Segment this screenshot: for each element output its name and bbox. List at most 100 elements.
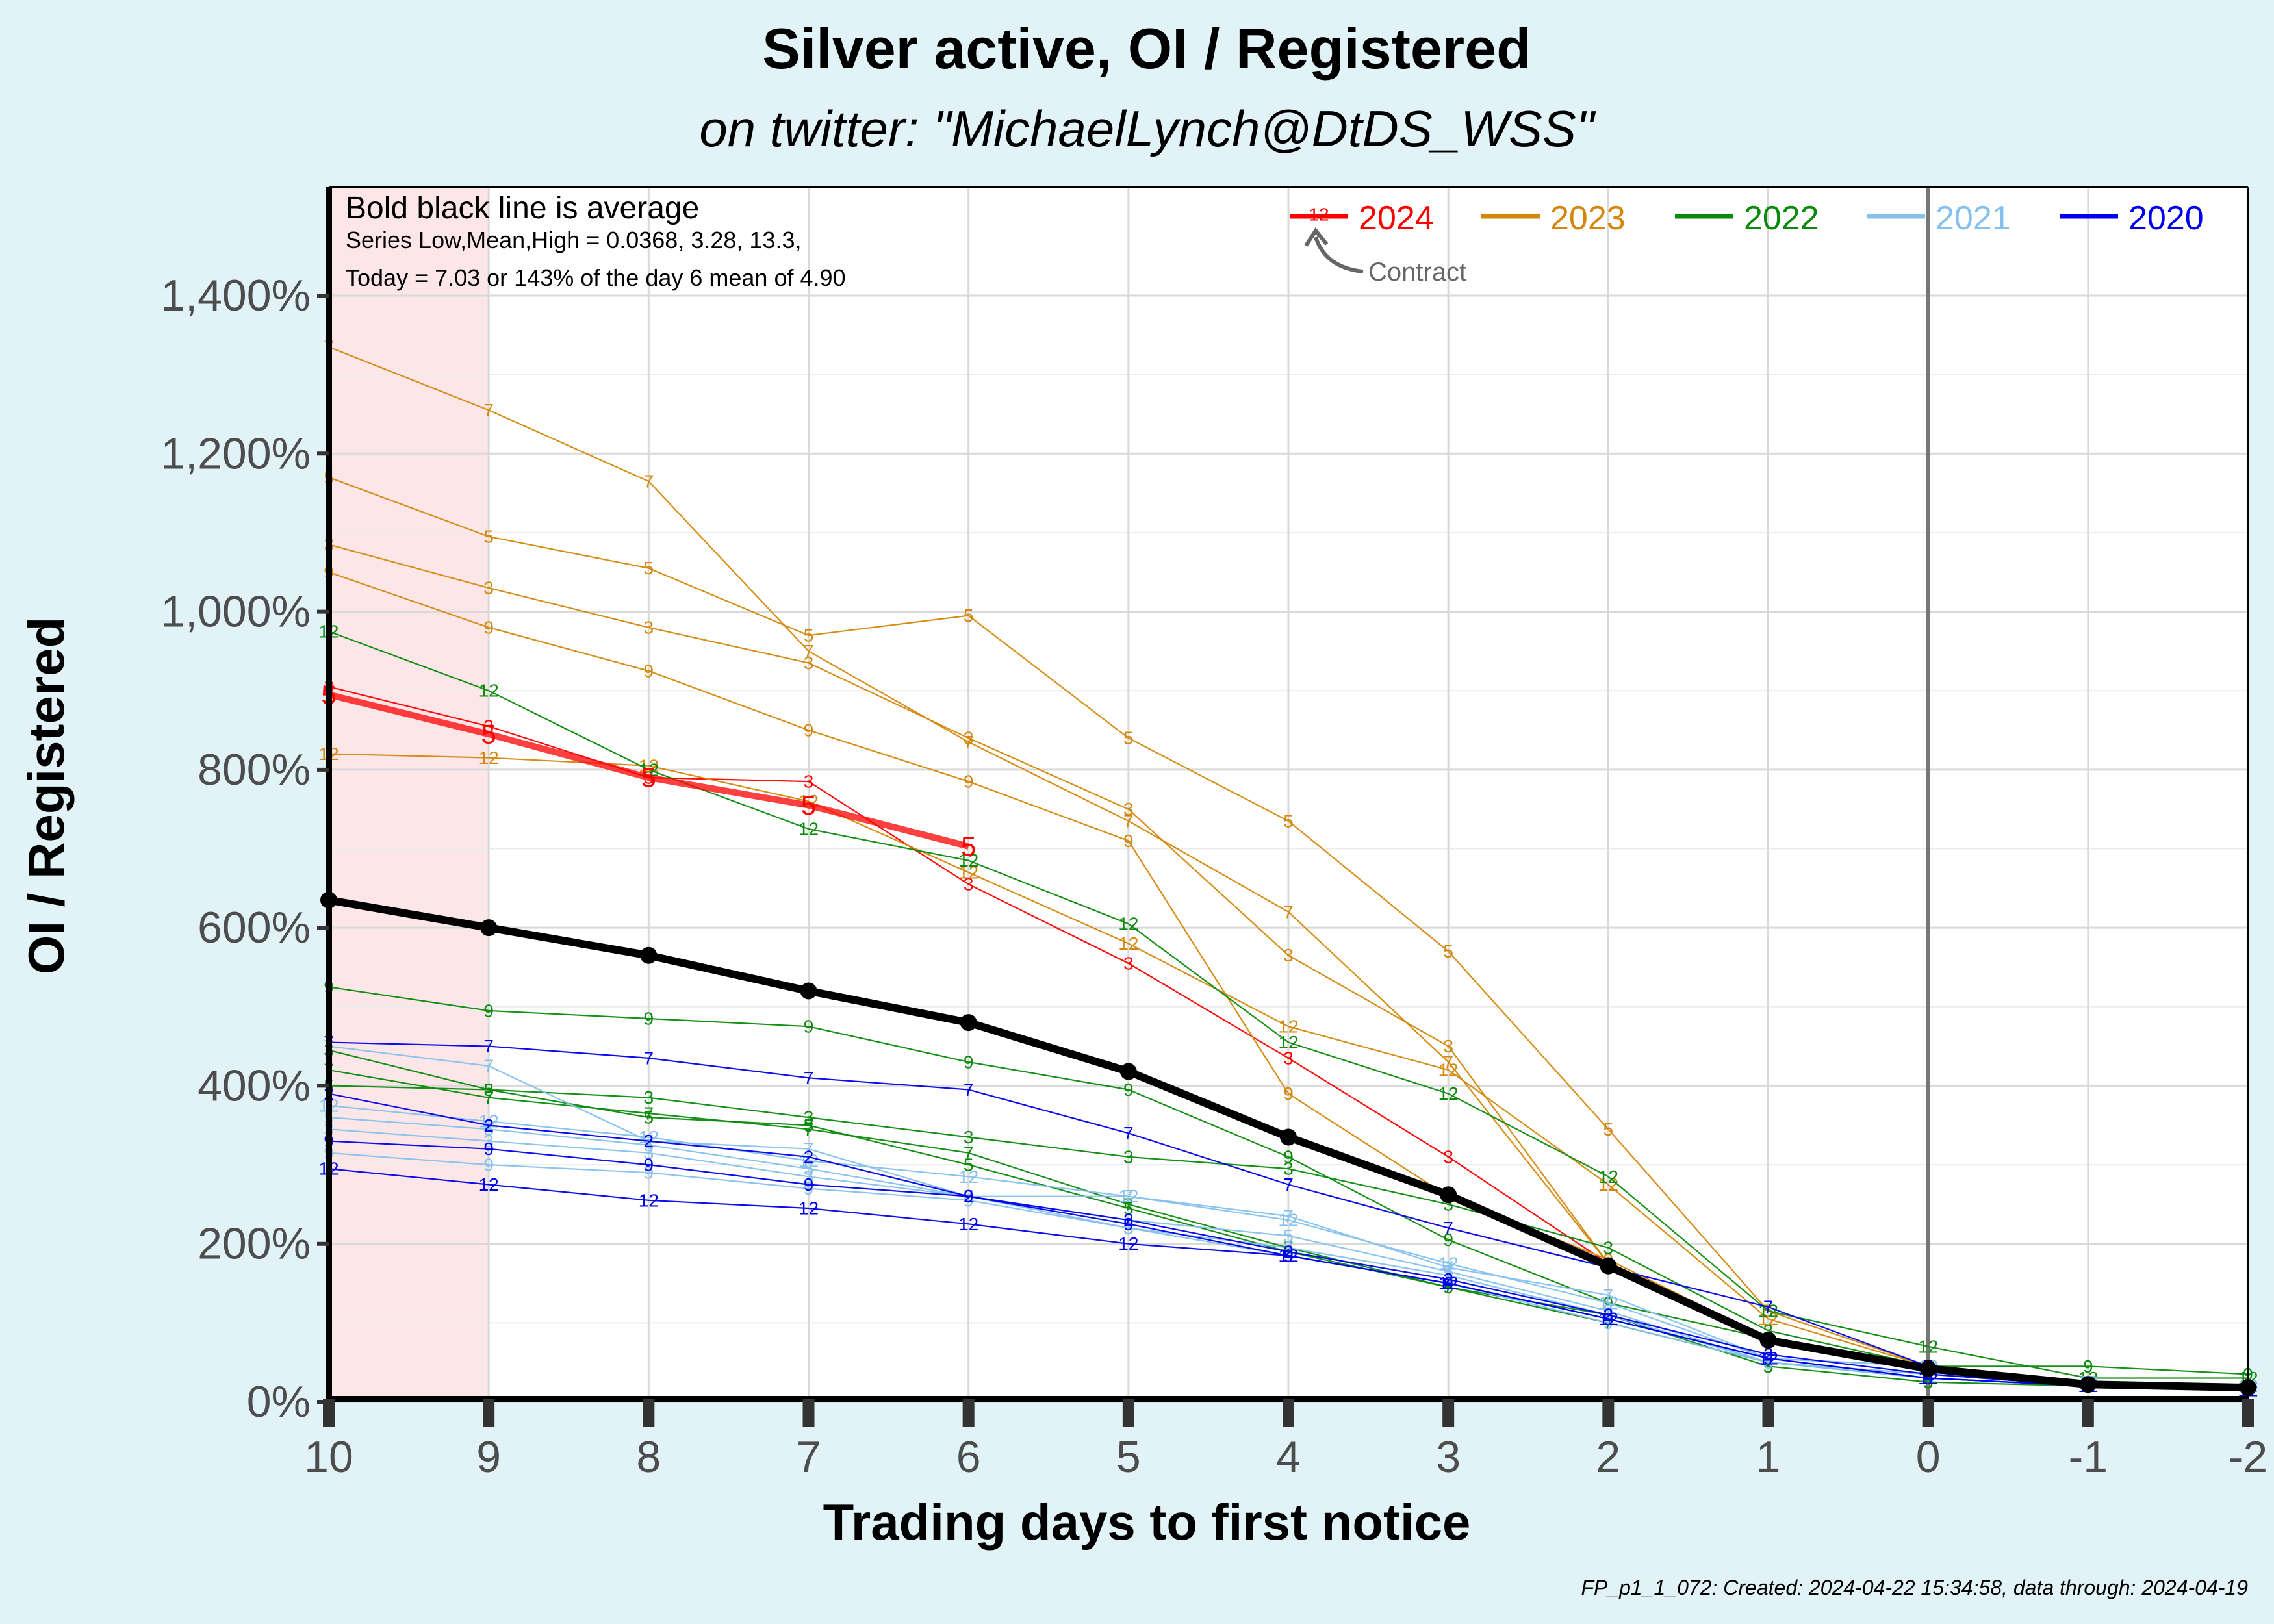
x-tick-label: 3 (1436, 1432, 1461, 1482)
series-point-label: 5 (804, 1115, 814, 1136)
legend-label: 2021 (1935, 199, 2011, 237)
series-point-label: 5 (1123, 1198, 1134, 1218)
x-tick-label: -2 (2229, 1432, 2268, 1482)
series-point-label: 7 (804, 1119, 814, 1139)
series-point-label: 3 (1443, 1147, 1453, 1167)
series-point-label: 12 (1758, 1301, 1778, 1321)
series-point-label: 9 (804, 1017, 814, 1037)
note-today: Today = 7.03 or 143% of the day 6 mean o… (346, 264, 846, 291)
series-point-label: 12 (479, 681, 499, 701)
series-point-label: 12 (958, 1214, 978, 1234)
legend: 12 2024 2023 2022 2021 2020 (1290, 199, 2204, 237)
series-point-label: 3 (483, 578, 494, 598)
series-point-label: 9 (964, 1186, 974, 1206)
chart-subtitle: on twitter: "MichaelLynch@DtDS_WSS" (699, 100, 1596, 157)
series-point-label: 5 (481, 719, 496, 750)
series-point-label: 3 (1283, 1048, 1294, 1068)
series-point-label: 7 (804, 1068, 814, 1088)
x-tick-mark (1922, 1399, 1934, 1427)
series-point-label: 9 (1123, 831, 1134, 851)
series-point-label: 12 (1278, 1245, 1298, 1265)
series-point-label: 7 (804, 641, 814, 661)
series-point-label: 5 (964, 605, 974, 626)
series-point-label: 5 (483, 1080, 494, 1100)
series-point-label: 7 (1123, 1123, 1134, 1143)
series-point-label: 5 (1603, 1119, 1614, 1139)
series-point-label: 3 (1283, 1159, 1294, 1179)
series-point-label: 9 (804, 720, 814, 741)
average-point (1440, 1186, 1457, 1204)
x-tick-label: 10 (304, 1432, 353, 1482)
series-point-label: 5 (1283, 1226, 1294, 1246)
series-point-label: 12 (1118, 1234, 1138, 1254)
chart-title: Silver active, OI / Registered (762, 16, 1531, 81)
series-point-label: 3 (804, 1167, 814, 1187)
series-point-label: 9 (1123, 1080, 1134, 1100)
series-point-label: 3 (804, 772, 814, 792)
series-point-label: 3 (644, 1143, 654, 1163)
series-point-label: 9 (964, 1052, 974, 1072)
series-point-label: 12 (1438, 1060, 1459, 1080)
x-tick-mark (1762, 1399, 1774, 1427)
x-tick-mark (2082, 1399, 2094, 1427)
series-point-label: 7 (483, 400, 494, 420)
series-point-label: 5 (644, 1135, 654, 1155)
note-series-stats: Series Low,Mean,High = 0.0368, 3.28, 13.… (346, 227, 801, 253)
series-point-label: 5 (801, 790, 816, 820)
legend-label: 2022 (1744, 199, 1819, 237)
series-point-label: 9 (483, 617, 494, 637)
x-tick-label: 4 (1276, 1432, 1301, 1482)
x-tick-mark (643, 1399, 655, 1427)
series-point-label: 9 (1283, 1084, 1294, 1104)
series-point-label: 5 (804, 626, 814, 646)
x-tick-mark (1283, 1399, 1294, 1427)
x-tick-label: 9 (476, 1432, 501, 1482)
series-point-label: 7 (1123, 811, 1134, 831)
series-point-label: 12 (1598, 1174, 1618, 1195)
series-point-label: 5 (1443, 941, 1453, 961)
x-tick-mark (1602, 1399, 1615, 1427)
series-point-label: 5 (961, 831, 976, 861)
x-tick-label: 8 (636, 1432, 661, 1482)
series-point-label: 12 (1438, 1084, 1459, 1104)
series-point-label: 7 (483, 1087, 494, 1108)
series-point-label: 3 (964, 728, 974, 748)
series-point-label: 9 (644, 1009, 654, 1029)
series-point-label: 12 (958, 1167, 978, 1187)
series-point-label: 9 (804, 1174, 814, 1195)
x-axis-title: Trading days to first notice (823, 1493, 1471, 1551)
x-tick-mark (323, 1399, 335, 1427)
y-axis-title: OI / Registered (18, 617, 75, 975)
series-point-label: 7 (964, 1143, 974, 1163)
series-point-label: 9 (964, 772, 974, 792)
chart-caption: FP_p1_1_072: Created: 2024-04-22 15:34:5… (1581, 1576, 2248, 1599)
legend-item-2022: 2022 (1675, 199, 1819, 237)
series-point-label: 7 (483, 1056, 494, 1076)
series-point-label: 7 (1283, 1174, 1294, 1195)
series-point-label: 9 (1123, 1214, 1134, 1234)
series-point-label: 12 (1278, 1032, 1298, 1052)
series-point-label: 3 (644, 1087, 654, 1108)
series-point-label: 12 (1438, 1273, 1459, 1293)
y-tick-label: 800% (198, 745, 311, 794)
series-point-label: 7 (1763, 1297, 1774, 1317)
series-line (328, 1168, 2249, 1391)
series-point-label: 12 (1118, 914, 1138, 934)
series-point-label: 5 (641, 763, 656, 793)
series-point-label: 12 (1758, 1349, 1778, 1369)
series-point-label: 12 (958, 862, 978, 882)
average-point (2079, 1376, 2097, 1393)
series-point-label: 3 (964, 1127, 974, 1147)
series-point-label: 7 (1283, 902, 1294, 922)
average-point (1600, 1257, 1617, 1275)
series-point-label: 7 (1603, 1285, 1614, 1305)
series-point-label: 9 (483, 1155, 494, 1175)
series-point-label: 2 (804, 1147, 814, 1167)
average-point (1280, 1128, 1297, 1146)
x-tick-label: 0 (1916, 1432, 1941, 1482)
series-point-label: 3 (804, 653, 814, 673)
series-point-label: 12 (479, 748, 499, 768)
series-point-label: 9 (1443, 1230, 1453, 1250)
average-point (1759, 1332, 1777, 1349)
